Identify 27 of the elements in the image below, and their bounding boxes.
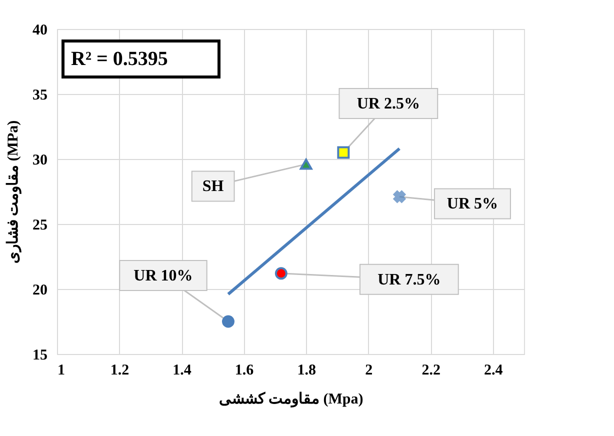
point	[274, 267, 288, 280]
y-tick-label: 30	[32, 152, 48, 168]
x-tick-label: 1	[58, 362, 65, 378]
x-tick-label: 1.4	[172, 362, 192, 378]
y-tick-label: 15	[32, 348, 48, 364]
point	[337, 146, 350, 159]
text: UR 7.5%	[378, 271, 441, 288]
x-axis-title: مقاومت کششی (Mpa)	[218, 392, 364, 408]
x-tick-label: 2.4	[484, 362, 504, 378]
y-axis-title: مقاومت فشاری (MPa)	[6, 120, 22, 264]
point	[393, 190, 406, 203]
x-tick-label: 1.8	[297, 362, 316, 378]
x-tick-label: 1.2	[110, 362, 130, 378]
y-tick-label: 35	[32, 88, 48, 104]
text: SH	[202, 178, 224, 196]
text: UR 5%	[446, 196, 498, 213]
x-tick-label: 2	[365, 362, 373, 378]
point	[222, 315, 234, 328]
annotation: R² = 0.5395	[71, 48, 168, 70]
x-tick-label: 2.2	[422, 362, 440, 378]
y-tick-label: 25	[32, 218, 48, 234]
text: UR 10%	[134, 268, 193, 284]
y-tick-label: 20	[32, 282, 48, 298]
y-tick-label: 40	[32, 22, 48, 38]
x-tick-label: 1.6	[234, 362, 254, 378]
point	[300, 158, 312, 170]
text: UR 2.5%	[356, 96, 420, 112]
